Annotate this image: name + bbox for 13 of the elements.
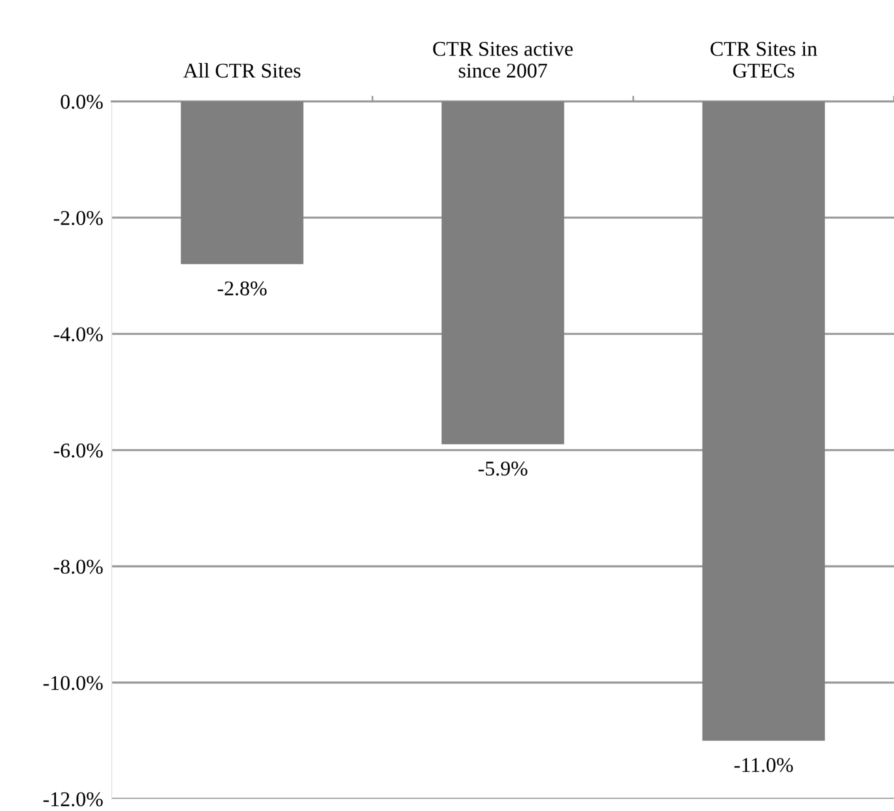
y-tick-label: -2.0% [54,210,103,226]
data-label: -11.0% [734,758,793,772]
x-tick-label: All CTR Sites [183,63,300,78]
x-tick-label: CTR Sites active since 2007 [433,42,573,78]
y-tick-label: -12.0% [43,792,103,806]
y-tick-label: -4.0% [54,327,103,342]
y-tick-label: 0.0% [60,94,103,109]
y-tick-label: -10.0% [43,676,103,690]
data-label: -2.8% [218,281,267,296]
y-tick-label: -8.0% [54,560,103,574]
data-label: -5.9% [478,462,528,476]
y-tick-label: -6.0% [54,443,103,458]
x-tick-label: CTR Sites in GTECs [710,42,818,78]
